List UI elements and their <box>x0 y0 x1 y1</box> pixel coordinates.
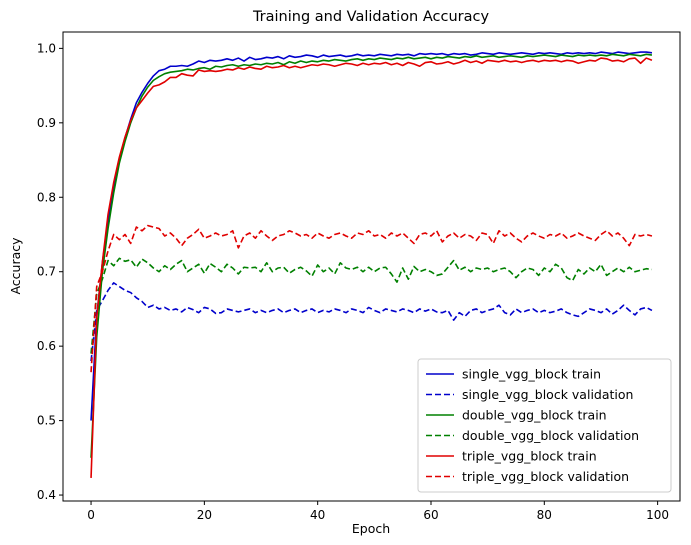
x-tick-label: 80 <box>537 508 552 522</box>
legend-label: triple_vgg_block validation <box>462 469 629 484</box>
plot-frame <box>62 31 681 502</box>
y-axis-label: Accuracy <box>8 237 23 295</box>
y-tick-label: 1.0 <box>37 41 56 55</box>
y-tick-label: 0.8 <box>37 190 56 204</box>
series-line-1 <box>90 51 653 421</box>
y-tick-label: 0.5 <box>37 414 56 428</box>
series-line-4 <box>90 257 653 354</box>
chart-title: Training and Validation Accuracy <box>252 9 490 25</box>
legend-label: triple_vgg_block train <box>462 449 597 464</box>
x-tick-label: 20 <box>197 508 212 522</box>
legend-label: double_vgg_block train <box>462 408 607 423</box>
y-axis: 0.4 0.5 0.6 0.7 0.8 0.9 1.0 <box>37 41 63 502</box>
y-tick-label: 0.9 <box>37 116 56 130</box>
series-line-5 <box>90 57 653 478</box>
series-line-3 <box>90 53 653 458</box>
y-tick-label: 0.7 <box>37 265 56 279</box>
series-group <box>90 51 653 478</box>
x-axis-label: Epoch <box>352 521 390 536</box>
y-tick-label: 0.4 <box>37 488 56 502</box>
legend-label: double_vgg_block validation <box>462 428 639 443</box>
legend: single_vgg_block train single_vgg_block v… <box>417 358 672 493</box>
series-line-6 <box>90 224 653 373</box>
y-tick-label: 0.6 <box>37 339 56 353</box>
x-tick-label: 60 <box>423 508 438 522</box>
x-axis: 0 20 40 60 80 100 <box>87 501 669 522</box>
x-tick-label: 40 <box>310 508 325 522</box>
x-tick-label: 0 <box>87 508 95 522</box>
series-line-2 <box>90 282 653 362</box>
legend-box <box>417 358 672 493</box>
x-tick-label: 100 <box>646 508 669 522</box>
legend-label: single_vgg_block validation <box>462 387 633 402</box>
legend-label: single_vgg_block train <box>462 367 601 382</box>
